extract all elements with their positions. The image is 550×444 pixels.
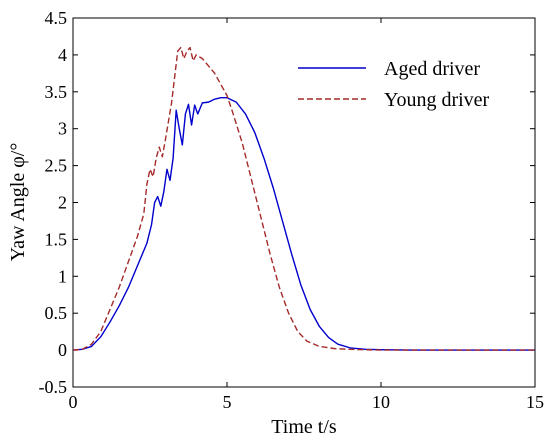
- axis-tick-labels: 0 5 10 15-0.500.511.522.533.544.5: [39, 8, 545, 412]
- series-line-young-driver: [72, 46, 535, 351]
- y-tick-label: 2: [58, 193, 67, 213]
- x-tick-label: 15: [526, 392, 544, 412]
- legend-label-aged-driver: Aged driver: [384, 58, 480, 80]
- y-tick-label: 3: [58, 119, 67, 139]
- legend: Aged driver Young driver: [298, 58, 490, 111]
- y-tick-label: 3.5: [45, 82, 68, 102]
- y-tick-label: 1.5: [45, 229, 68, 249]
- legend-label-young-driver: Young driver: [384, 89, 490, 111]
- y-tick-label: 4.5: [45, 8, 68, 28]
- y-tick-label: -0.5: [39, 377, 68, 397]
- y-axis-label: Yaw Angle φ/°: [7, 143, 29, 262]
- series-line-aged-driver: [72, 97, 535, 351]
- y-tick-label: 0.5: [45, 303, 68, 323]
- x-axis-label: Time t/s: [271, 416, 337, 438]
- y-tick-label: 0: [58, 340, 67, 360]
- y-tick-label: 1: [58, 266, 67, 286]
- series-layer: [72, 46, 535, 351]
- y-tick-label: 2.5: [45, 156, 68, 176]
- y-tick-label: 4: [58, 45, 67, 65]
- x-tick-label: 5: [223, 392, 232, 412]
- x-tick-label: 10: [372, 392, 390, 412]
- x-tick-label: 0: [69, 392, 78, 412]
